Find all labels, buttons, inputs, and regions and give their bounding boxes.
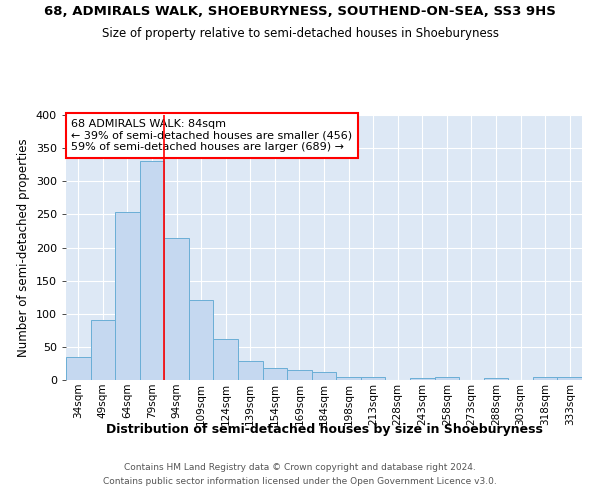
Bar [189, 300, 214, 380]
Bar [410, 378, 434, 380]
Text: Contains HM Land Registry data © Crown copyright and database right 2024.: Contains HM Land Registry data © Crown c… [124, 462, 476, 471]
Bar [361, 376, 385, 380]
Y-axis label: Number of semi-detached properties: Number of semi-detached properties [17, 138, 30, 357]
Bar [91, 320, 115, 380]
Bar [164, 238, 189, 380]
Bar [312, 372, 336, 380]
Bar [238, 361, 263, 380]
Text: 68, ADMIRALS WALK, SHOEBURYNESS, SOUTHEND-ON-SEA, SS3 9HS: 68, ADMIRALS WALK, SHOEBURYNESS, SOUTHEN… [44, 5, 556, 18]
Bar [336, 376, 361, 380]
Bar [484, 378, 508, 380]
Bar [287, 370, 312, 380]
Bar [140, 162, 164, 380]
Text: Size of property relative to semi-detached houses in Shoeburyness: Size of property relative to semi-detach… [101, 28, 499, 40]
Bar [533, 378, 557, 380]
Text: Distribution of semi-detached houses by size in Shoeburyness: Distribution of semi-detached houses by … [106, 422, 542, 436]
Bar [115, 212, 140, 380]
Bar [263, 368, 287, 380]
Bar [66, 357, 91, 380]
Bar [557, 378, 582, 380]
Text: 68 ADMIRALS WALK: 84sqm
← 39% of semi-detached houses are smaller (456)
59% of s: 68 ADMIRALS WALK: 84sqm ← 39% of semi-de… [71, 119, 352, 152]
Text: Contains public sector information licensed under the Open Government Licence v3: Contains public sector information licen… [103, 478, 497, 486]
Bar [214, 339, 238, 380]
Bar [434, 378, 459, 380]
